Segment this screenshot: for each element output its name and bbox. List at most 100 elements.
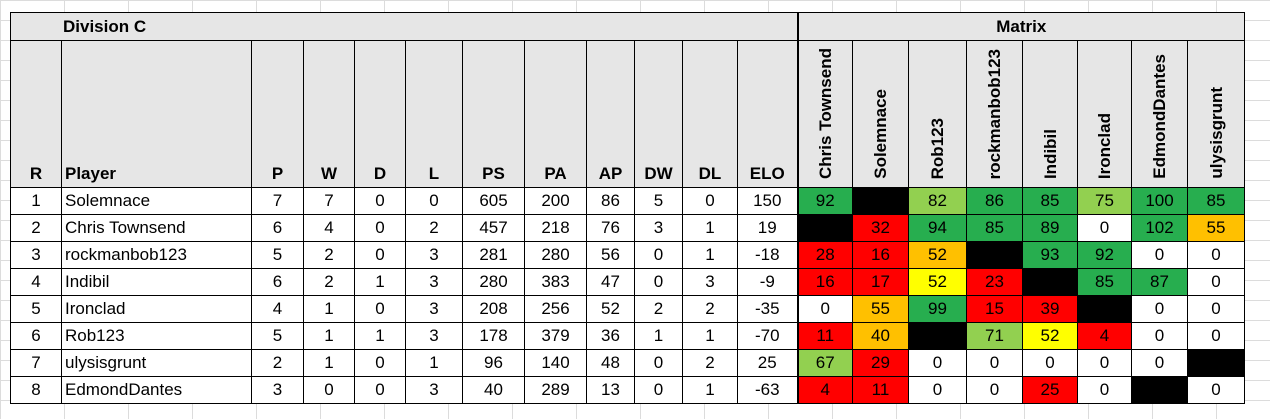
- matrix-cell[interactable]: 0: [796, 295, 853, 323]
- cell-w[interactable]: 0: [303, 376, 355, 404]
- matrix-cell[interactable]: 0: [1187, 268, 1245, 296]
- cell-elo[interactable]: 150: [737, 187, 798, 215]
- cell-dw[interactable]: 0: [634, 376, 683, 404]
- cell-w[interactable]: 1: [303, 349, 355, 377]
- cell-l[interactable]: 3: [405, 295, 463, 323]
- division-title[interactable]: Division C: [10, 12, 798, 41]
- cell-r[interactable]: 7: [10, 349, 62, 377]
- matrix-cell[interactable]: 85: [1077, 268, 1132, 296]
- cell-d[interactable]: 1: [354, 268, 406, 296]
- cell-elo[interactable]: -70: [737, 322, 798, 350]
- cell-pa[interactable]: 256: [524, 295, 587, 323]
- cell-elo[interactable]: 25: [737, 349, 798, 377]
- cell-player[interactable]: Solemnace: [61, 187, 252, 215]
- matrix-cell[interactable]: 52: [908, 241, 967, 269]
- matrix-header-cell[interactable]: ulysisgrunt: [1187, 40, 1245, 188]
- matrix-cell[interactable]: 92: [796, 187, 853, 215]
- header-w[interactable]: W: [303, 40, 355, 188]
- matrix-cell[interactable]: 0: [908, 376, 967, 404]
- matrix-cell[interactable]: 4: [1077, 322, 1132, 350]
- cell-ps[interactable]: 457: [462, 214, 525, 242]
- matrix-cell[interactable]: 87: [1131, 268, 1188, 296]
- cell-ps[interactable]: 208: [462, 295, 525, 323]
- cell-pa[interactable]: 383: [524, 268, 587, 296]
- cell-l[interactable]: 3: [405, 241, 463, 269]
- matrix-cell[interactable]: 85: [1187, 187, 1245, 215]
- matrix-cell[interactable]: 67: [796, 349, 853, 377]
- matrix-header-cell[interactable]: EdmondDantes: [1131, 40, 1188, 188]
- cell-w[interactable]: 7: [303, 187, 355, 215]
- matrix-cell[interactable]: 100: [1131, 187, 1188, 215]
- cell-p[interactable]: 7: [251, 187, 304, 215]
- matrix-cell[interactable]: 0: [1077, 349, 1132, 377]
- matrix-cell[interactable]: 0: [1077, 214, 1132, 242]
- matrix-cell[interactable]: 23: [966, 268, 1023, 296]
- cell-player[interactable]: ulysisgrunt: [61, 349, 252, 377]
- matrix-cell[interactable]: 28: [796, 241, 853, 269]
- matrix-cell[interactable]: 0: [966, 376, 1023, 404]
- matrix-cell[interactable]: [1131, 376, 1188, 404]
- cell-l[interactable]: 3: [405, 376, 463, 404]
- matrix-cell[interactable]: [1077, 295, 1132, 323]
- matrix-cell[interactable]: 85: [1022, 187, 1078, 215]
- cell-d[interactable]: 0: [354, 295, 406, 323]
- matrix-cell[interactable]: [1187, 349, 1245, 377]
- matrix-cell[interactable]: 102: [1131, 214, 1188, 242]
- matrix-cell[interactable]: 11: [852, 376, 909, 404]
- cell-dl[interactable]: 1: [682, 376, 738, 404]
- cell-player[interactable]: EdmondDantes: [61, 376, 252, 404]
- cell-ps[interactable]: 178: [462, 322, 525, 350]
- cell-dl[interactable]: 2: [682, 349, 738, 377]
- cell-elo[interactable]: -35: [737, 295, 798, 323]
- cell-w[interactable]: 2: [303, 268, 355, 296]
- cell-d[interactable]: 1: [354, 322, 406, 350]
- cell-p[interactable]: 6: [251, 214, 304, 242]
- matrix-header-cell[interactable]: rockmanbob123: [966, 40, 1023, 188]
- matrix-cell[interactable]: 0: [1131, 241, 1188, 269]
- matrix-header-cell[interactable]: Ironclad: [1077, 40, 1132, 188]
- header-dw[interactable]: DW: [634, 40, 683, 188]
- matrix-cell[interactable]: 0: [1022, 349, 1078, 377]
- cell-l[interactable]: 3: [405, 268, 463, 296]
- cell-d[interactable]: 0: [354, 241, 406, 269]
- matrix-cell[interactable]: 82: [908, 187, 967, 215]
- cell-r[interactable]: 4: [10, 268, 62, 296]
- header-l[interactable]: L: [405, 40, 463, 188]
- cell-dl[interactable]: 3: [682, 268, 738, 296]
- matrix-cell[interactable]: 0: [966, 349, 1023, 377]
- cell-r[interactable]: 1: [10, 187, 62, 215]
- matrix-cell[interactable]: 32: [852, 214, 909, 242]
- matrix-cell[interactable]: 15: [966, 295, 1023, 323]
- matrix-cell[interactable]: 17: [852, 268, 909, 296]
- header-ps[interactable]: PS: [462, 40, 525, 188]
- cell-ps[interactable]: 605: [462, 187, 525, 215]
- matrix-cell[interactable]: 55: [1187, 214, 1245, 242]
- matrix-header-cell[interactable]: Solemnace: [852, 40, 909, 188]
- cell-l[interactable]: 0: [405, 187, 463, 215]
- cell-r[interactable]: 8: [10, 376, 62, 404]
- cell-ps[interactable]: 96: [462, 349, 525, 377]
- matrix-cell[interactable]: 0: [1131, 322, 1188, 350]
- cell-player[interactable]: rockmanbob123: [61, 241, 252, 269]
- cell-player[interactable]: Ironclad: [61, 295, 252, 323]
- cell-elo[interactable]: -63: [737, 376, 798, 404]
- cell-player[interactable]: Chris Townsend: [61, 214, 252, 242]
- cell-l[interactable]: 1: [405, 349, 463, 377]
- cell-ap[interactable]: 36: [586, 322, 635, 350]
- matrix-cell[interactable]: 0: [1131, 295, 1188, 323]
- cell-ap[interactable]: 86: [586, 187, 635, 215]
- cell-pa[interactable]: 379: [524, 322, 587, 350]
- cell-ap[interactable]: 76: [586, 214, 635, 242]
- cell-ap[interactable]: 13: [586, 376, 635, 404]
- matrix-cell[interactable]: 4: [796, 376, 853, 404]
- cell-l[interactable]: 2: [405, 214, 463, 242]
- cell-w[interactable]: 2: [303, 241, 355, 269]
- cell-dw[interactable]: 0: [634, 241, 683, 269]
- cell-elo[interactable]: 19: [737, 214, 798, 242]
- cell-w[interactable]: 1: [303, 295, 355, 323]
- matrix-cell[interactable]: 16: [852, 241, 909, 269]
- cell-p[interactable]: 6: [251, 268, 304, 296]
- matrix-cell[interactable]: 0: [1077, 376, 1132, 404]
- matrix-cell[interactable]: 71: [966, 322, 1023, 350]
- cell-dw[interactable]: 2: [634, 295, 683, 323]
